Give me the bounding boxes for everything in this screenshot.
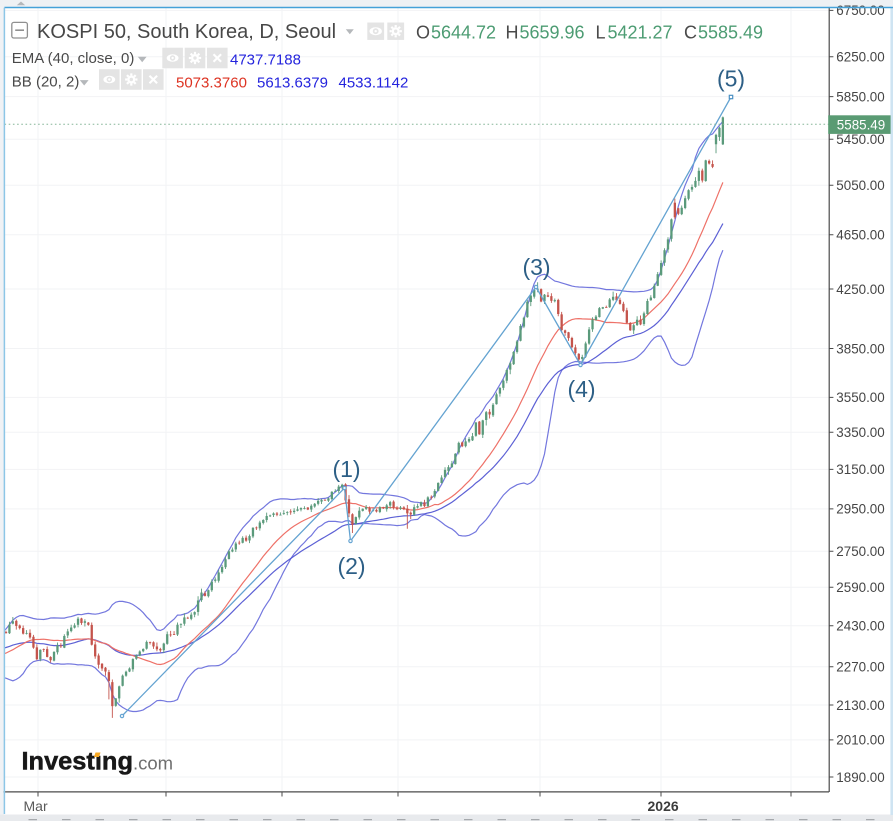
- svg-text:2750.00: 2750.00: [836, 544, 884, 559]
- svg-text:5659.96: 5659.96: [520, 23, 585, 43]
- svg-text:KOSPI 50, South Korea, D, Seou: KOSPI 50, South Korea, D, Seoul: [37, 21, 336, 43]
- svg-text:O: O: [416, 23, 430, 43]
- svg-text:(5): (5): [717, 66, 745, 92]
- svg-text:3350.00: 3350.00: [836, 425, 884, 440]
- svg-text:(2): (2): [337, 553, 365, 579]
- svg-text:2590.00: 2590.00: [836, 580, 884, 595]
- svg-text:5421.27: 5421.27: [608, 23, 673, 43]
- svg-text:4650.00: 4650.00: [836, 228, 884, 243]
- svg-text:L: L: [596, 23, 606, 43]
- svg-text:5450.00: 5450.00: [836, 132, 884, 147]
- svg-text:Investıng: Investıng: [22, 748, 133, 776]
- svg-text:H: H: [506, 23, 519, 43]
- svg-text:2270.00: 2270.00: [836, 660, 884, 675]
- svg-text:5850.00: 5850.00: [836, 89, 884, 104]
- svg-text:5613.6379: 5613.6379: [257, 75, 328, 92]
- svg-text:5644.72: 5644.72: [431, 23, 496, 43]
- svg-text:5585.49: 5585.49: [698, 23, 763, 43]
- svg-text:2430.00: 2430.00: [836, 619, 884, 634]
- svg-text:3550.00: 3550.00: [836, 390, 884, 405]
- svg-text:6750.00: 6750.00: [836, 3, 884, 18]
- svg-text:4737.7188: 4737.7188: [230, 51, 301, 68]
- svg-text:(1): (1): [332, 456, 360, 482]
- svg-text:5073.3760: 5073.3760: [176, 75, 247, 92]
- svg-text:5050.00: 5050.00: [836, 178, 884, 193]
- svg-text:5585.49: 5585.49: [837, 117, 885, 132]
- svg-text:(3): (3): [522, 254, 550, 280]
- svg-text:4533.1142: 4533.1142: [339, 75, 409, 92]
- svg-text:2026: 2026: [648, 798, 679, 814]
- svg-text:6250.00: 6250.00: [836, 50, 884, 65]
- svg-text:EMA (40, close, 0): EMA (40, close, 0): [12, 50, 135, 67]
- svg-text:3150.00: 3150.00: [836, 462, 884, 477]
- svg-text:4250.00: 4250.00: [836, 282, 884, 297]
- svg-text:BB (20, 2): BB (20, 2): [12, 74, 80, 91]
- svg-text:(4): (4): [567, 376, 595, 402]
- svg-text:1890.00: 1890.00: [836, 770, 884, 785]
- svg-text:2130.00: 2130.00: [836, 698, 884, 713]
- svg-text:2010.00: 2010.00: [836, 733, 884, 748]
- svg-text:3850.00: 3850.00: [836, 341, 884, 356]
- svg-text:C: C: [684, 23, 697, 43]
- svg-text:Mar: Mar: [24, 798, 48, 814]
- svg-text:.com: .com: [133, 753, 173, 774]
- svg-text:2950.00: 2950.00: [836, 502, 884, 517]
